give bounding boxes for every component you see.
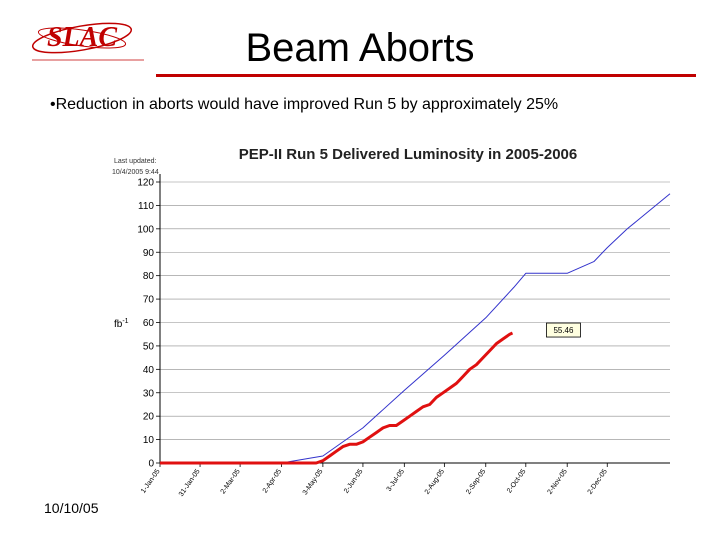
x-tick-label: 2-Apr-05 — [262, 468, 283, 494]
x-tick-label: 2-Jun-05 — [343, 468, 365, 495]
axes — [156, 174, 670, 467]
x-tick-label: 3-May-05 — [302, 468, 325, 496]
x-tick-label: 2-Mar-05 — [220, 468, 242, 495]
slide-title: Beam Aborts — [245, 26, 475, 70]
title-rule — [156, 74, 696, 77]
annotation-box — [546, 322, 581, 338]
annotation: 55.46 — [546, 322, 581, 338]
y-axis-label-sup: -1 — [122, 318, 128, 325]
x-tick-label: 2-Sep-05 — [465, 468, 487, 496]
y-tick-label: 50 — [143, 341, 155, 352]
slac-logo: SLAC — [31, 22, 144, 61]
last-updated-value: 10/4/2005 9:44 — [112, 169, 159, 176]
x-tick-label: 2-Oct-05 — [506, 468, 527, 494]
logo-text: SLAC — [47, 22, 117, 53]
annotation-label: 55.46 — [553, 326, 574, 335]
last-updated-label: Last updated: — [114, 158, 156, 165]
y-tick-label: 80 — [143, 271, 155, 282]
y-tick-label: 30 — [143, 388, 155, 399]
luminosity-chart: PEP-II Run 5 Delivered Luminosity in 200… — [112, 146, 671, 498]
grid-lines — [160, 181, 670, 440]
x-tick-label: 2-Dec-05 — [587, 468, 609, 496]
series-line-delivered — [160, 331, 514, 465]
x-tick-label: 2-Aug-05 — [424, 468, 446, 496]
y-tick-label: 20 — [143, 412, 155, 423]
y-tick-label: 100 — [137, 224, 154, 235]
y-tick-label: 120 — [137, 178, 154, 189]
y-tick-label: 60 — [143, 318, 155, 329]
bullet-text: •Reduction in aborts would have improved… — [50, 96, 559, 113]
x-tick-label: 2-Nov-05 — [547, 468, 569, 496]
y-tick-label: 90 — [143, 248, 155, 259]
series-line-planned — [160, 193, 671, 464]
tick-labels: 0 10 20 30 40 50 60 70 80 90 100 110 120 1-Jan-05 31-J… — [137, 178, 609, 498]
y-tick-label: 10 — [143, 435, 155, 446]
x-tick-label: 1-Jan-05 — [140, 468, 162, 495]
y-tick-label: 40 — [143, 365, 155, 376]
y-tick-label: 70 — [143, 295, 155, 306]
x-tick-label: 31-Jan-05 — [178, 468, 202, 498]
series-lines — [160, 193, 671, 465]
x-tick-label: 3-Jul-05 — [386, 468, 406, 493]
y-axis-label: fb-1 — [114, 318, 129, 330]
y-axis-label-base: fb — [114, 319, 123, 330]
y-tick-label: 0 — [148, 459, 154, 470]
chart-title: PEP-II Run 5 Delivered Luminosity in 200… — [239, 146, 577, 163]
y-tick-label: 110 — [138, 201, 154, 212]
slide-date: 10/10/05 — [44, 500, 99, 516]
